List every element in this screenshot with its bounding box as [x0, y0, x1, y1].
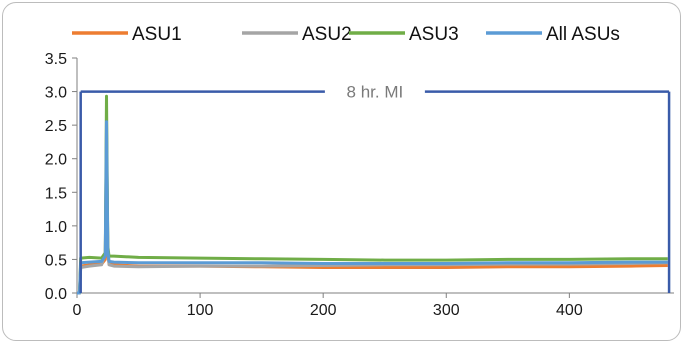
legend-label: ASU1 — [132, 24, 182, 45]
x-tick-label: 100 — [187, 302, 214, 319]
x-tick-label: 400 — [556, 302, 583, 319]
y-tick-label: 0.5 — [45, 252, 67, 269]
x-tick-label: 200 — [310, 302, 337, 319]
legend-item: ASU2 — [242, 24, 352, 45]
legend-label: ASU3 — [409, 24, 459, 45]
legend-item: ASU3 — [349, 24, 459, 45]
legend-item: All ASUs — [486, 24, 620, 45]
y-tick-label: 3.0 — [45, 85, 67, 102]
legend-label: ASU2 — [302, 24, 352, 45]
series-line-asu3 — [77, 94, 668, 295]
y-tick-label: 3.5 — [45, 51, 67, 68]
annotation-label: 8 hr. MI — [347, 83, 404, 102]
y-tick-label: 1.5 — [45, 185, 67, 202]
y-tick-label: 2.0 — [45, 152, 67, 169]
line-chart: 0.0 0.5 1.0 1.5 2.0 2.5 3.0 3.5 0 100 200 300 400 8 h… — [45, 24, 674, 319]
y-tick-label: 1.0 — [45, 219, 67, 236]
x-tick-label: 0 — [73, 302, 82, 319]
x-tick-label: 300 — [433, 302, 460, 319]
y-tick-label: 0.0 — [45, 286, 67, 303]
legend-label: All ASUs — [546, 24, 620, 45]
series-line-all-asus — [77, 120, 668, 295]
legend-item: ASU1 — [72, 24, 182, 45]
y-tick-label: 2.5 — [45, 118, 67, 135]
series-line-asu1 — [77, 143, 668, 295]
